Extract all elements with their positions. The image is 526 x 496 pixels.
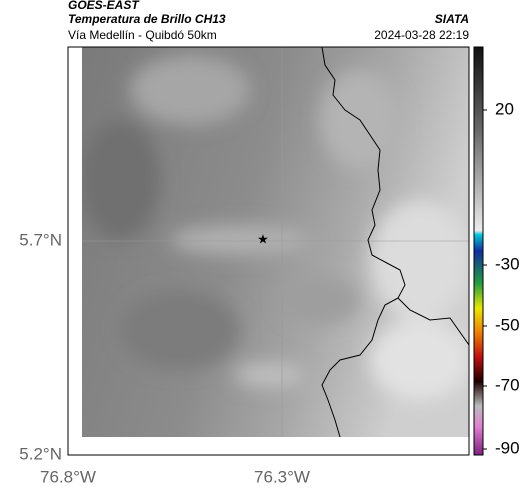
colorbar-label: 20 [495,99,514,118]
lat-label: 5.7°N [19,230,62,249]
satellite-image [82,47,469,437]
colorbar-ticks [483,109,487,450]
colorbar-label: -70 [495,375,520,394]
lon-label: 76.8°W [40,467,96,486]
colorbar-label: -50 [495,315,520,334]
source-label: SIATA [435,12,469,26]
map-title: Temperatura de Brillo CH13 [68,12,226,26]
lat-label: 5.2°N [19,444,62,463]
colorbar-label: -30 [495,254,520,273]
city-marker: ★ [257,231,269,246]
map-frame [67,46,470,456]
lon-label: 76.3°W [254,467,310,486]
colorbar [473,46,484,456]
map-subtitle: Vía Medellín - Quibdó 50km [68,28,217,42]
product-label: GOES-EAST [68,0,140,12]
datetime-label: 2024-03-28 22:19 [374,28,469,42]
colorbar-label: -90 [495,438,520,457]
